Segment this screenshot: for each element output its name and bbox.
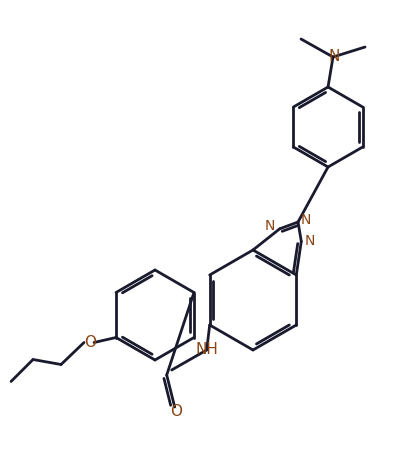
Text: N: N bbox=[264, 219, 275, 233]
Text: N: N bbox=[305, 234, 316, 248]
Text: N: N bbox=[301, 213, 311, 227]
Text: O: O bbox=[170, 404, 182, 419]
Text: O: O bbox=[84, 335, 96, 350]
Text: NH: NH bbox=[195, 343, 218, 358]
Text: N: N bbox=[328, 49, 340, 64]
